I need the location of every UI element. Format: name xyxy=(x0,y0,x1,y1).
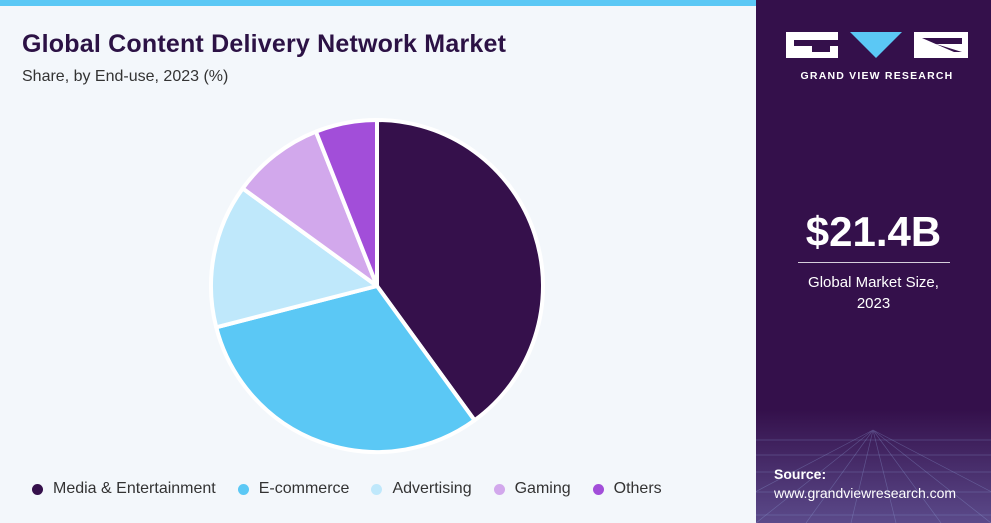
legend-item-media-entertainment: Media & Entertainment xyxy=(32,480,216,498)
legend-item-others: Others xyxy=(592,480,662,498)
grid-decoration xyxy=(756,410,991,523)
accent-bar xyxy=(0,0,756,6)
pie-chart xyxy=(200,110,560,462)
legend-item-gaming: Gaming xyxy=(493,480,571,498)
source-block: Source: www.grandviewresearch.com xyxy=(774,465,956,503)
pie-slice-media-entertainment xyxy=(375,118,545,423)
legend-swatch xyxy=(493,483,505,495)
legend-item-advertising: Advertising xyxy=(371,480,472,498)
legend-item-e-commerce: E-commerce xyxy=(237,480,350,498)
caption-line-2: 2023 xyxy=(856,295,891,312)
pie-chart-svg xyxy=(209,118,545,454)
legend-swatch xyxy=(371,483,383,495)
legend-swatch xyxy=(237,483,249,495)
divider xyxy=(798,262,950,263)
pie-slice-advertising xyxy=(209,186,379,330)
pie-slice-others xyxy=(313,118,379,288)
legend-label: Gaming xyxy=(514,480,571,497)
source-url[interactable]: www.grandviewresearch.com xyxy=(774,485,957,501)
chart-legend: Media & Entertainment E-commerce Adverti… xyxy=(32,480,662,498)
chart-subtitle: Share, by End-use, 2023 (%) xyxy=(22,68,229,85)
source-label: Source: xyxy=(774,466,827,482)
legend-label: Media & Entertainment xyxy=(53,480,216,497)
brand-name: GRAND VIEW RESEARCH xyxy=(800,70,954,82)
sidebar: GRAND VIEW RESEARCH $21.4B Global Market… xyxy=(756,0,991,523)
market-size-value: $21.4B xyxy=(805,208,942,255)
market-size-caption: Global Market Size, 2023 xyxy=(756,272,991,314)
legend-swatch xyxy=(32,483,43,495)
caption-line-1: Global Market Size, xyxy=(808,274,939,291)
legend-label: E-commerce xyxy=(258,480,350,497)
chart-panel: Global Content Delivery Network Market S… xyxy=(0,6,756,523)
chart-title: Global Content Delivery Network Market xyxy=(22,30,507,58)
legend-swatch xyxy=(592,483,604,495)
legend-label: Others xyxy=(613,480,662,497)
pie-slice-e-commerce xyxy=(214,284,477,454)
legend-label: Advertising xyxy=(392,480,472,497)
brand-logo-icon xyxy=(786,32,968,58)
